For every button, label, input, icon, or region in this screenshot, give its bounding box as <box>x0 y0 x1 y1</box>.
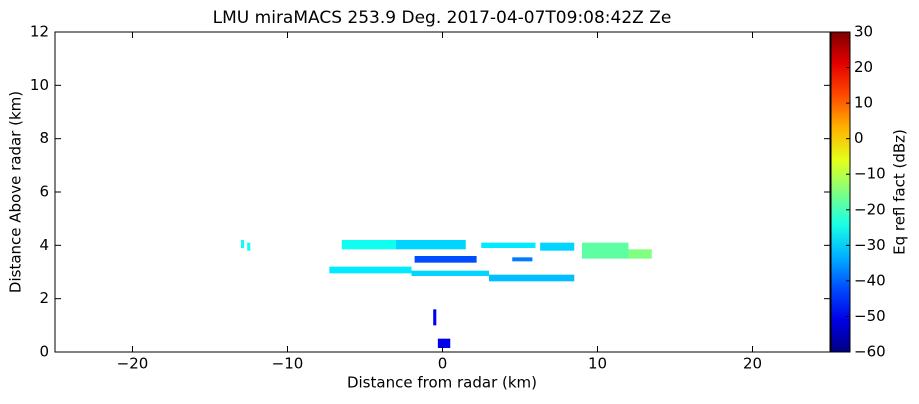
colorbar-tick-label: 0 <box>854 129 864 147</box>
echo-cell <box>433 309 437 326</box>
echo-cell <box>628 249 652 259</box>
y-tick-label: 2 <box>39 289 49 307</box>
colorbar <box>830 31 851 353</box>
colorbar-tick-label: 10 <box>854 94 873 112</box>
colorbar-tick-label: −50 <box>854 307 886 325</box>
echo-cell <box>247 242 251 251</box>
echo-cell <box>414 256 477 263</box>
x-tick-label: −10 <box>272 355 304 373</box>
echo-cell <box>329 266 412 274</box>
echo-cell <box>341 240 396 250</box>
y-axis-label: Distance Above radar (km) <box>7 91 25 293</box>
echo-cell <box>411 270 489 276</box>
x-tick-label: 0 <box>438 355 448 373</box>
echo-cell <box>241 240 245 248</box>
echo-cell <box>437 338 451 348</box>
y-tick-label: 6 <box>39 183 49 201</box>
echo-cell <box>489 274 575 282</box>
y-tick-label: 0 <box>39 343 49 361</box>
colorbar-tick-label: 20 <box>854 58 873 76</box>
colorbar-tick-label: −60 <box>854 343 886 361</box>
plot-frame <box>54 31 831 353</box>
colorbar-tick-label: −10 <box>854 165 886 183</box>
y-tick-label: 4 <box>39 236 49 254</box>
x-axis-label: Distance from radar (km) <box>347 374 537 392</box>
y-tick-label: 8 <box>39 129 49 147</box>
chart-title: LMU miraMACS 253.9 Deg. 2017-04-07T09:08… <box>213 8 672 28</box>
echo-cell <box>396 240 466 250</box>
x-tick-label: 20 <box>743 355 762 373</box>
echo-cell <box>582 242 629 259</box>
colorbar-tick-label: −40 <box>854 271 886 289</box>
colorbar-tick-label: −20 <box>854 200 886 218</box>
colorbar-tick-label: −30 <box>854 236 886 254</box>
y-tick-label: 10 <box>30 76 49 94</box>
colorbar-label: Eq refl fact (dBz) <box>891 129 909 255</box>
x-tick-label: −20 <box>117 355 149 373</box>
echo-cell <box>481 242 536 248</box>
colorbar-tick-label: 30 <box>854 23 873 41</box>
echo-cell <box>512 257 533 262</box>
x-tick-label: 10 <box>588 355 607 373</box>
y-tick-label: 12 <box>30 23 49 41</box>
echo-cell <box>540 242 575 251</box>
